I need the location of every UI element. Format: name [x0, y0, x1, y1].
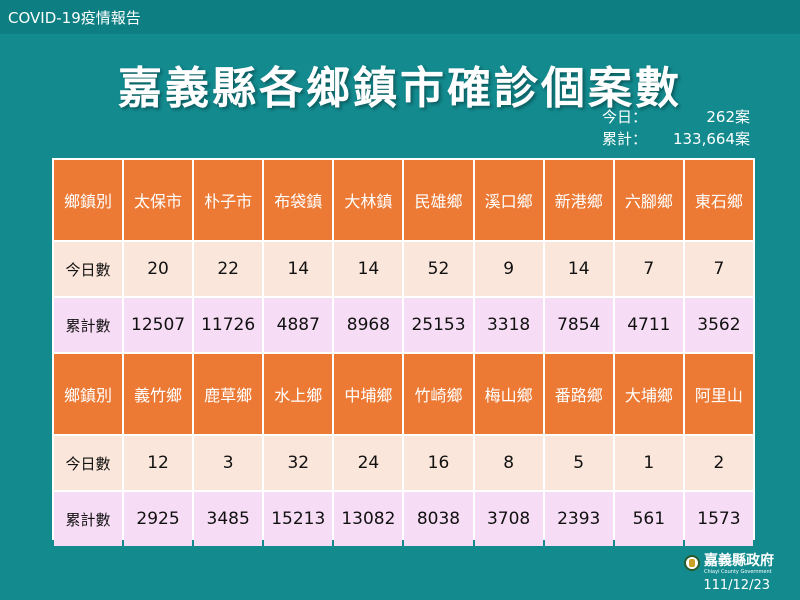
town-name-cell: 太保市: [124, 160, 193, 240]
summary-total-label: 累計：: [602, 130, 648, 148]
town-name-cell: 布袋鎮: [264, 160, 333, 240]
summary-total: 累計： 133,664案: [602, 128, 750, 150]
logo-subtitle: Chiayi County Government: [704, 569, 772, 575]
today-count-cell: 16: [404, 436, 473, 490]
town-name-cell: 梅山鄉: [474, 354, 543, 434]
today-count-cell: 14: [544, 242, 613, 296]
today-count-cell: 20: [124, 242, 193, 296]
cumulative-count-cell: 8038: [404, 492, 473, 546]
today-count-cell: 7: [614, 242, 683, 296]
cumulative-count-cell: 2925: [124, 492, 193, 546]
cumulative-count-cell: 3318: [474, 298, 543, 352]
cumulative-count-cell: 561: [614, 492, 683, 546]
header-row-label: 鄉鎮別: [54, 160, 122, 240]
today-count-cell: 2: [684, 436, 753, 490]
town-name-cell: 民雄鄉: [404, 160, 473, 240]
town-name-cell: 新港鄉: [544, 160, 613, 240]
summary-today: 今日： 262案: [602, 106, 750, 128]
town-name-cell: 六腳鄉: [614, 160, 683, 240]
cumulative-row-label: 累計數: [54, 298, 122, 352]
town-name-cell: 溪口鄉: [474, 160, 543, 240]
today-count-cell: 1: [614, 436, 683, 490]
today-count-cell: 52: [404, 242, 473, 296]
today-count-cell: 12: [124, 436, 193, 490]
cumulative-row-label: 累計數: [54, 492, 122, 546]
cumulative-row: 累計數 2925 3485 15213 13082 8038 3708 2393 561 1573: [54, 492, 753, 546]
case-table-container: 鄉鎮別 太保市 朴子市 布袋鎮 大林鎮 民雄鄉 溪口鄉 新港鄉 六腳鄉 東石鄉 今日數 20 22 14 1…: [52, 158, 755, 546]
town-name-cell: 義竹鄉: [124, 354, 193, 434]
cumulative-count-cell: 7854: [544, 298, 613, 352]
cumulative-count-cell: 3485: [194, 492, 263, 546]
cumulative-count-cell: 3708: [474, 492, 543, 546]
page-title: 嘉義縣各鄉鎮市確診個案數: [118, 63, 682, 114]
town-name-cell: 阿里山: [684, 354, 753, 434]
today-count-cell: 22: [194, 242, 263, 296]
top-bar: COVID-19疫情報告: [0, 0, 800, 34]
today-count-cell: 7: [684, 242, 753, 296]
town-name-cell: 番路鄉: [544, 354, 613, 434]
cumulative-count-cell: 4711: [614, 298, 683, 352]
report-label: COVID-19疫情報告: [8, 9, 141, 27]
cumulative-count-cell: 3562: [684, 298, 753, 352]
cumulative-count-cell: 4887: [264, 298, 333, 352]
header-row-label: 鄉鎮別: [54, 354, 122, 434]
summary-total-value: 133,664案: [672, 130, 750, 148]
cumulative-row: 累計數 12507 11726 4887 8968 25153 3318 7854 4711 35…: [54, 298, 753, 352]
today-row-label: 今日數: [54, 436, 122, 490]
town-name-cell: 大埔鄉: [614, 354, 683, 434]
logo-name: 嘉義縣政府: [704, 553, 774, 569]
today-row: 今日數 20 22 14 14 52 9 14 7 7: [54, 242, 753, 296]
town-name-cell: 朴子市: [194, 160, 263, 240]
header-row: 鄉鎮別 義竹鄉 鹿草鄉 水上鄉 中埔鄉 竹崎鄉 梅山鄉 番路鄉 大埔鄉 阿里山: [54, 354, 753, 434]
cumulative-count-cell: 1573: [684, 492, 753, 546]
logo-text-wrap: 嘉義縣政府 Chiayi County Government: [704, 550, 774, 575]
county-seal-icon: [684, 554, 700, 571]
summary-today-label: 今日：: [602, 108, 648, 126]
town-name-cell: 鹿草鄉: [194, 354, 263, 434]
summary-today-value: 262案: [706, 108, 750, 126]
today-count-cell: 32: [264, 436, 333, 490]
today-row-label: 今日數: [54, 242, 122, 296]
town-name-cell: 東石鄉: [684, 160, 753, 240]
today-count-cell: 8: [474, 436, 543, 490]
town-name-cell: 水上鄉: [264, 354, 333, 434]
report-date: 111/12/23: [703, 578, 770, 593]
cumulative-count-cell: 11726: [194, 298, 263, 352]
cumulative-count-cell: 15213: [264, 492, 333, 546]
today-count-cell: 5: [544, 436, 613, 490]
today-count-cell: 14: [334, 242, 403, 296]
town-name-cell: 大林鎮: [334, 160, 403, 240]
header-row: 鄉鎮別 太保市 朴子市 布袋鎮 大林鎮 民雄鄉 溪口鄉 新港鄉 六腳鄉 東石鄉: [54, 160, 753, 240]
town-name-cell: 中埔鄉: [334, 354, 403, 434]
town-name-cell: 竹崎鄉: [404, 354, 473, 434]
today-count-cell: 24: [334, 436, 403, 490]
cumulative-count-cell: 12507: [124, 298, 193, 352]
today-count-cell: 3: [194, 436, 263, 490]
cumulative-count-cell: 2393: [544, 492, 613, 546]
summary-box: 今日： 262案 累計： 133,664案: [602, 106, 750, 150]
today-count-cell: 9: [474, 242, 543, 296]
cumulative-count-cell: 13082: [334, 492, 403, 546]
today-count-cell: 14: [264, 242, 333, 296]
case-table: 鄉鎮別 太保市 朴子市 布袋鎮 大林鎮 民雄鄉 溪口鄉 新港鄉 六腳鄉 東石鄉 今日數 20 22 14 1…: [52, 158, 755, 548]
cumulative-count-cell: 25153: [404, 298, 473, 352]
cumulative-count-cell: 8968: [334, 298, 403, 352]
today-row: 今日數 12 3 32 24 16 8 5 1 2: [54, 436, 753, 490]
government-logo: 嘉義縣政府 Chiayi County Government: [684, 550, 774, 575]
